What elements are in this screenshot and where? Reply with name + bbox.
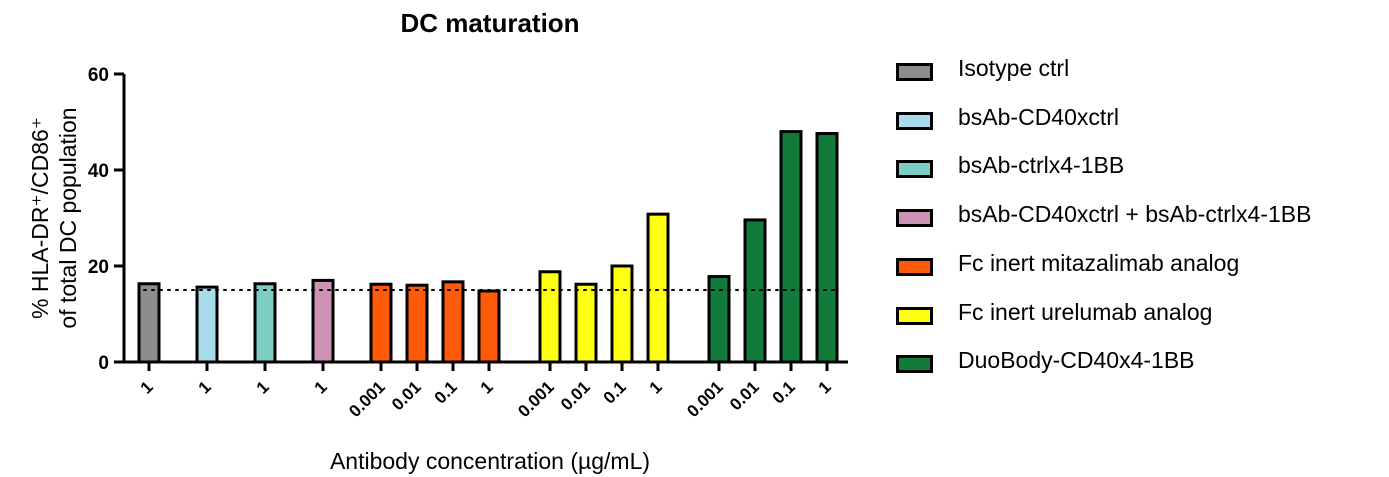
- bar: [441, 280, 465, 364]
- y-axis-label-line1: % HLA-DR⁺/CD86⁺: [27, 117, 53, 319]
- legend-swatch: [896, 160, 933, 179]
- x-tick-label: 0.01: [388, 377, 425, 414]
- legend-item: Fc inert urelumab analog: [896, 296, 1382, 336]
- legend-item: bsAb-CD40xctrl + bsAb-ctrlx4-1BB: [896, 198, 1382, 238]
- x-axis-label: Antibody concentration (µg/mL): [330, 448, 650, 474]
- legend-label: bsAb-CD40xctrl: [958, 103, 1120, 130]
- bar: [538, 270, 562, 364]
- bar: [405, 283, 429, 364]
- chart-title: DC maturation: [400, 8, 579, 38]
- x-tick-label: 0.1: [431, 377, 461, 407]
- x-tick-label: 1: [815, 377, 835, 397]
- y-axis-label-line2: of total DC population: [55, 107, 81, 328]
- x-tick-label: 0.001: [514, 377, 558, 421]
- legend-label: bsAb-ctrlx4-1BB: [958, 152, 1125, 179]
- bar: [195, 285, 219, 364]
- x-tick-label: 0.001: [683, 377, 727, 421]
- legend-swatch: [896, 355, 933, 374]
- bar: [253, 282, 277, 364]
- bar: [574, 282, 598, 364]
- legend-item: bsAb-CD40xctrl: [896, 101, 1382, 141]
- legend-label: bsAb-CD40xctrl + bsAb-ctrlx4-1BB: [958, 201, 1312, 228]
- y-tick-label: 40: [88, 161, 109, 182]
- legend-label: DuoBody-CD40x4-1BB: [958, 347, 1195, 374]
- y-axis-label: % HLA-DR⁺/CD86⁺ of total DC population: [27, 107, 81, 328]
- legend-item: bsAb-ctrlx4-1BB: [896, 149, 1382, 189]
- x-tick-label: 1: [646, 377, 666, 397]
- legend-swatch: [896, 257, 933, 276]
- x-tick-label: 0.1: [769, 377, 799, 407]
- bar: [779, 130, 803, 364]
- legend-label: Fc inert mitazalimab analog: [958, 249, 1240, 276]
- x-tick-label: 1: [137, 377, 157, 397]
- x-tick-label: 0.01: [726, 377, 763, 414]
- bar: [137, 282, 161, 364]
- legend-swatch: [896, 306, 933, 325]
- y-tick-label: 0: [98, 353, 109, 374]
- bar: [369, 282, 393, 364]
- legend-item: DuoBody-CD40x4-1BB: [896, 344, 1382, 384]
- y-tick-label: 20: [88, 257, 109, 278]
- bar: [477, 289, 501, 364]
- bar: [646, 212, 670, 364]
- bar: [311, 278, 335, 364]
- x-tick-label: 0.001: [345, 377, 389, 421]
- y-tick-label: 60: [88, 65, 109, 86]
- legend-item: Fc inert mitazalimab analog: [896, 247, 1382, 287]
- bar: [610, 264, 634, 364]
- x-tick-label: 0.01: [557, 377, 594, 414]
- bar: [815, 132, 839, 364]
- legend-swatch: [896, 111, 933, 130]
- x-tick-label: 0.1: [600, 377, 630, 407]
- x-tick-label: 1: [195, 377, 215, 397]
- legend-swatch: [896, 63, 933, 81]
- x-tick-label: 1: [311, 377, 331, 397]
- legend-item: Isotype ctrl: [896, 52, 1382, 92]
- x-tick-label: 1: [477, 377, 497, 397]
- legend-swatch: [896, 209, 933, 228]
- legend-label: Fc inert urelumab analog: [958, 298, 1213, 325]
- legend-label: Isotype ctrl: [958, 55, 1070, 81]
- x-tick-label: 1: [253, 377, 273, 397]
